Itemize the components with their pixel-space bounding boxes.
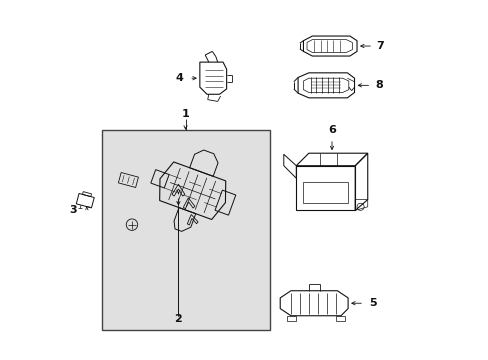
Bar [287,316,296,321]
Text: 7: 7 [376,41,384,51]
Bar [303,182,347,203]
Bar [335,316,344,321]
Text: 3: 3 [69,204,77,215]
Text: 8: 8 [374,80,382,90]
Text: 5: 5 [369,298,376,308]
Bar [296,166,354,210]
Text: 4: 4 [176,73,183,83]
Bar [102,130,269,330]
Text: 1: 1 [182,109,189,119]
Text: 6: 6 [327,125,335,135]
Text: 2: 2 [174,314,182,324]
